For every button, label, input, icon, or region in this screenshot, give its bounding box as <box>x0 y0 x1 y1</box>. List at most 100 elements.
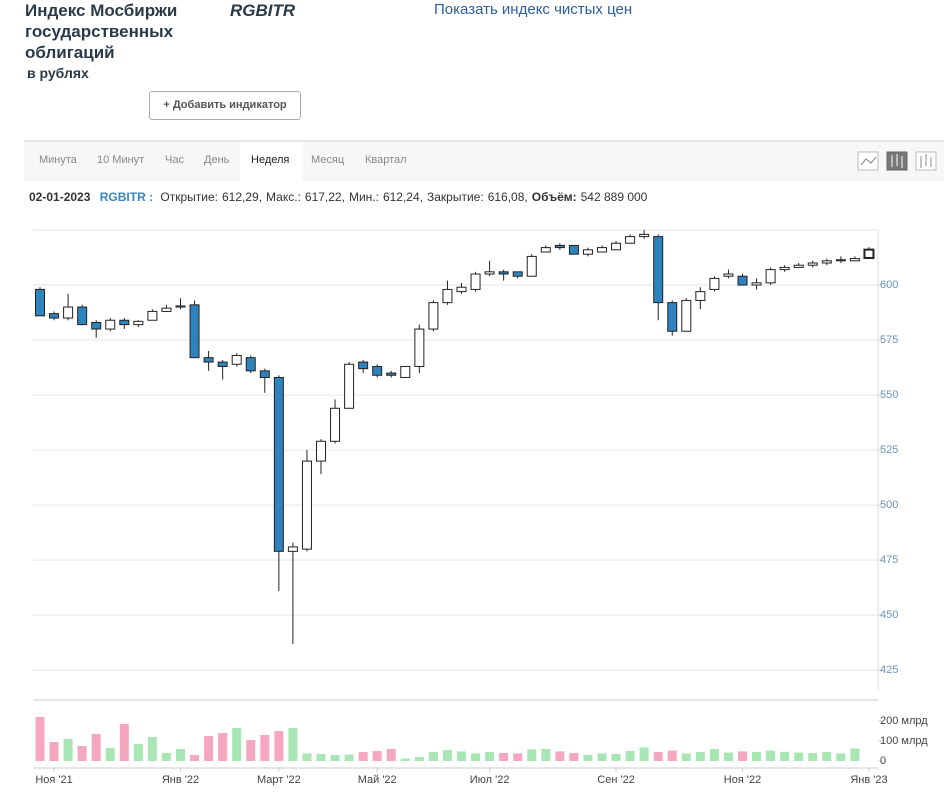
tab[interactable]: Месяц <box>311 154 345 166</box>
candle-body <box>414 328 425 367</box>
candle-body <box>554 244 565 249</box>
candle-body <box>119 319 130 326</box>
candle-body <box>428 302 439 330</box>
candle-body <box>484 271 495 275</box>
volume-bar <box>738 751 747 761</box>
volume-bar <box>541 749 551 761</box>
candle-body <box>35 288 45 317</box>
chart-type-icons[interactable] <box>857 151 937 171</box>
volume-bar <box>147 737 157 761</box>
volume-bar <box>105 748 115 761</box>
tab[interactable]: Квартал <box>365 154 407 166</box>
info-value: 616,08, <box>487 190 528 204</box>
candle-body <box>540 247 551 253</box>
volume-bar <box>302 753 312 761</box>
candle-body <box>259 370 270 378</box>
x-tick-label: Янв '23 <box>850 774 887 786</box>
volume-bar <box>260 735 270 761</box>
volume-bar <box>358 752 368 761</box>
y-tick-label: 475 <box>880 554 898 566</box>
tab[interactable]: Минута <box>39 154 77 166</box>
candle-body <box>526 255 537 277</box>
volume-bar <box>766 750 776 761</box>
candle-body <box>63 306 74 319</box>
candle-body <box>203 357 214 363</box>
volume-bar <box>583 755 593 761</box>
volume-bar <box>808 753 818 761</box>
candle-body <box>456 286 467 293</box>
volume-bar <box>246 740 256 761</box>
ticker: RGBITR <box>230 1 296 20</box>
volume-bar <box>499 753 509 761</box>
candle-body <box>386 372 397 376</box>
y-tick-label: 550 <box>880 389 898 401</box>
volume-bar <box>35 717 45 761</box>
volume-bar <box>428 752 438 761</box>
volume-bar <box>485 752 495 761</box>
candle-body <box>372 365 383 376</box>
candle-body <box>273 376 284 552</box>
x-tick-label: Ноя '22 <box>724 774 761 786</box>
volume-bar <box>119 724 129 761</box>
tab[interactable]: Час <box>165 154 184 166</box>
volume-bar <box>850 748 860 761</box>
volume-bar <box>204 736 214 761</box>
volume-bar <box>555 751 565 761</box>
volume-bar <box>344 754 354 761</box>
info-value: 617,22, <box>304 190 345 204</box>
volume-bar <box>49 742 59 761</box>
candle-body <box>597 247 607 253</box>
candle-body <box>751 282 762 286</box>
candle-body <box>611 242 622 251</box>
active-tab-bg <box>240 142 302 181</box>
volume-bar <box>780 751 790 761</box>
ohlc-icon-glyph <box>920 154 932 168</box>
candle-body <box>189 304 200 359</box>
candle-body <box>863 248 875 259</box>
volume-bar <box>218 733 228 761</box>
tab[interactable]: Неделя <box>251 154 290 166</box>
volume-bar <box>442 750 452 761</box>
volume-bar <box>63 739 73 761</box>
candle-body <box>287 546 298 552</box>
candle-body <box>582 249 593 255</box>
volume-tick-label: 0 <box>880 755 886 767</box>
candle-body <box>849 258 860 262</box>
line-icon-glyph <box>860 156 877 166</box>
candle-body <box>695 291 706 301</box>
volume-bar <box>330 755 340 761</box>
candle-body <box>344 363 355 409</box>
candle-body <box>723 273 734 277</box>
title: Индекс Мосбиржи государственных облигаци… <box>25 1 178 62</box>
info-label: Макс.: <box>266 190 301 204</box>
clean-price-link[interactable]: Показать индекс чистых цен <box>434 1 633 18</box>
info-label: Объём: <box>531 190 577 204</box>
volume-bar <box>133 744 143 761</box>
volume-bar <box>513 753 523 761</box>
candle-body <box>779 266 790 271</box>
info-label: Мин.: <box>348 190 379 204</box>
tab[interactable]: 10 Минут <box>97 154 145 166</box>
x-tick-label: Март '22 <box>257 774 301 786</box>
candle-body <box>77 306 88 326</box>
volume-bar <box>176 749 185 761</box>
volume-bar <box>611 754 621 761</box>
candle-body <box>217 361 228 367</box>
volume-bar <box>457 751 466 761</box>
add-indicator-button[interactable]: + Добавить индикатор <box>149 91 301 120</box>
candle-body <box>358 361 369 370</box>
y-tick-label: 500 <box>880 499 898 511</box>
volume-bar <box>190 755 200 761</box>
volume-bar <box>667 750 677 761</box>
tab[interactable]: День <box>204 154 230 166</box>
volume-bar <box>709 749 719 761</box>
candle-body <box>245 357 256 372</box>
candle-body <box>91 321 102 330</box>
candle-body <box>568 244 579 255</box>
volume-bar <box>471 753 481 761</box>
subtitle: в рублях <box>27 65 89 81</box>
volume-bar <box>569 753 579 761</box>
info-value: 612,29, <box>222 190 263 204</box>
